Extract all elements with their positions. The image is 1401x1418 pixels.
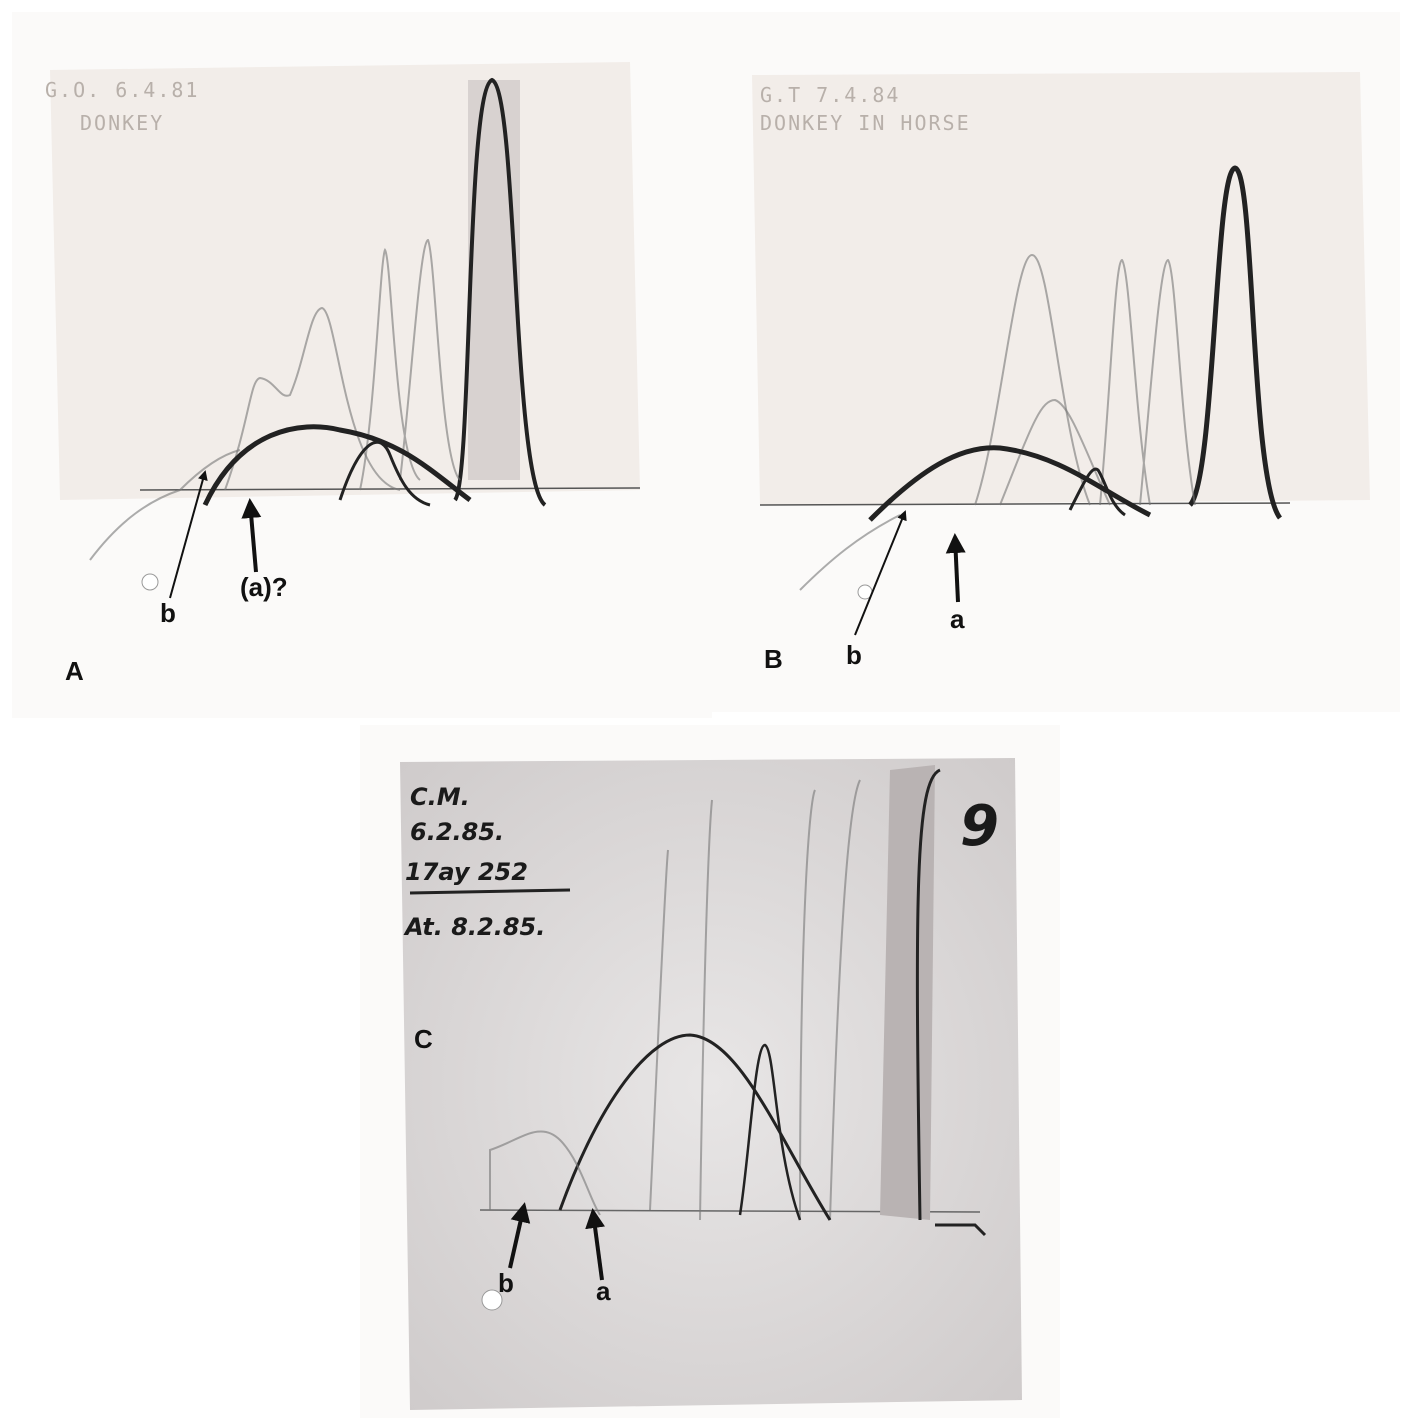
- annotation: b: [846, 640, 862, 670]
- handwriting: G.T 7.4.84: [760, 83, 900, 107]
- handwriting: G.O. 6.4.81: [45, 78, 199, 102]
- handwriting: 9: [960, 794, 999, 859]
- handwriting: DONKEY: [80, 111, 164, 135]
- handwriting: At. 8.2.85.: [403, 913, 545, 941]
- plate: [752, 72, 1370, 505]
- well: [142, 574, 158, 590]
- handwriting: DONKEY IN HORSE: [760, 111, 971, 135]
- panel-label: C: [414, 1024, 433, 1054]
- annotation: a: [950, 604, 965, 634]
- panel-a: G.O. 6.4.81 DONKEY b (a)? A: [12, 12, 712, 718]
- panel-label: B: [764, 644, 783, 674]
- handwriting: 17ay 252: [405, 858, 528, 886]
- handwriting: 6.2.85.: [410, 818, 504, 846]
- handwriting: C.M.: [410, 783, 470, 811]
- annotation: b: [498, 1268, 514, 1298]
- figure: G.O. 6.4.81 DONKEY b (a)? A G.T 7.4.84 D…: [0, 0, 1401, 1418]
- panel-b: G.T 7.4.84 DONKEY IN HORSE b a B: [712, 12, 1400, 712]
- panel-c: C.M. 6.2.85. 17ay 252 At. 8.2.85. 9 b a …: [360, 725, 1060, 1418]
- annotation: (a)?: [240, 572, 288, 602]
- annotation: b: [160, 598, 176, 628]
- annotation: a: [596, 1276, 611, 1306]
- panel-label: A: [65, 656, 84, 686]
- column: [468, 80, 520, 480]
